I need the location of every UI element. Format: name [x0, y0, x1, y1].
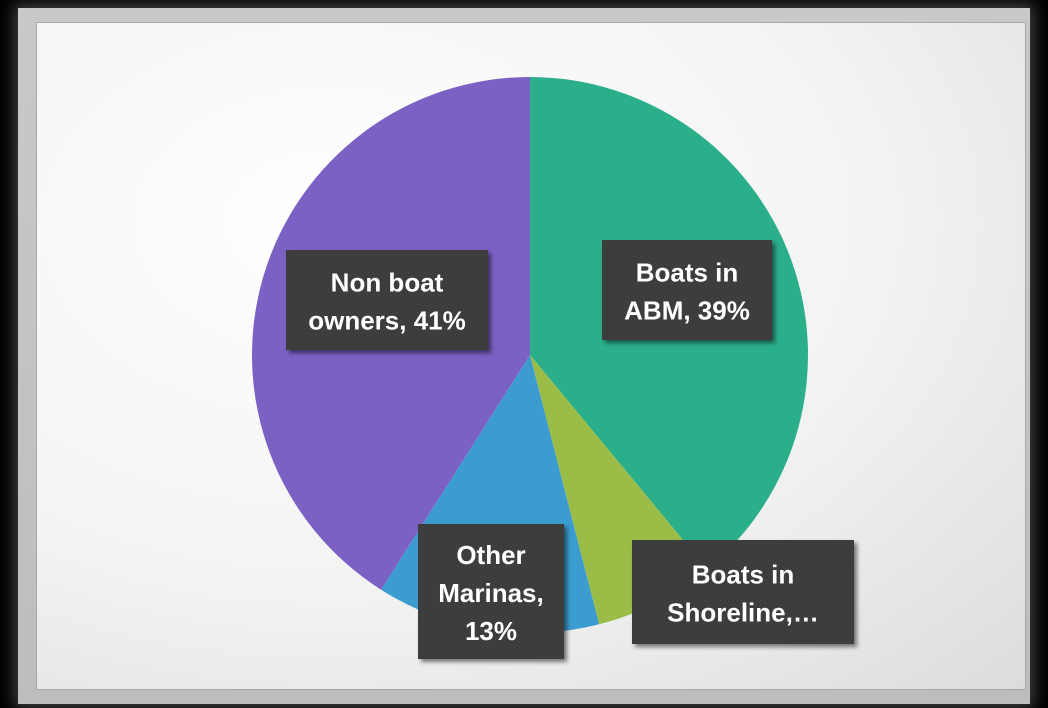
data-label-text: 13%: [465, 616, 517, 646]
data-label-non-boat-owners: Non boat owners, 41%: [286, 250, 488, 350]
data-label-other-marinas: Other Marinas, 13%: [418, 524, 564, 659]
data-label-text: Boats in: [692, 560, 795, 590]
data-label-boats-in-abm: Boats in ABM, 39%: [602, 240, 772, 340]
pie-data-labels: Boats in ABM, 39% Boats in Shoreline,… Other…: [286, 240, 854, 659]
data-label-text: Boats in: [636, 258, 739, 288]
data-label-box: [418, 524, 564, 659]
data-label-text: Shoreline,…: [667, 598, 819, 628]
data-label-text: ABM, 39%: [624, 296, 750, 326]
data-label-box: [286, 250, 488, 350]
data-label-box: [632, 540, 854, 644]
data-label-text: Marinas,: [438, 578, 544, 608]
data-label-text: Non boat: [331, 268, 444, 298]
data-label-text: Other: [456, 540, 525, 570]
data-label-box: [602, 240, 772, 340]
data-label-boats-in-shoreline: Boats in Shoreline,…: [632, 540, 854, 644]
data-label-text: owners, 41%: [308, 306, 466, 336]
